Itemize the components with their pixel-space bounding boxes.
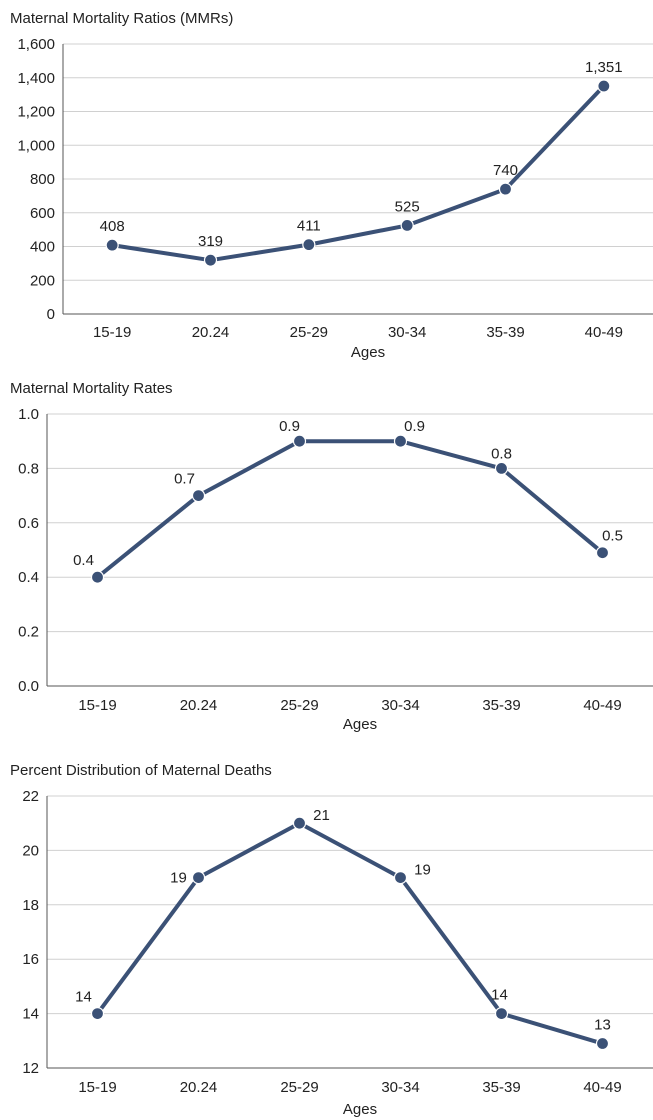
data-point	[292, 816, 307, 830]
y-tick-label: 0.2	[18, 624, 39, 641]
chart-title: Percent Distribution of Maternal Deaths	[10, 762, 272, 779]
y-tick-label: 400	[30, 239, 55, 256]
data-label: 0.7	[174, 471, 195, 488]
x-tick-label: 35-39	[486, 324, 524, 341]
y-tick-label: 0.6	[18, 515, 39, 532]
y-tick-label: 1.0	[18, 406, 39, 423]
data-label: 13	[594, 1017, 611, 1034]
y-tick-label: 14	[22, 1006, 39, 1023]
data-label: 408	[100, 218, 125, 235]
data-label: 0.9	[404, 418, 425, 435]
y-tick-label: 1,400	[17, 70, 55, 87]
y-tick-label: 1,000	[17, 137, 55, 154]
data-label: 21	[313, 807, 330, 824]
y-tick-label: 0.0	[18, 678, 39, 695]
data-label: 19	[414, 862, 431, 879]
data-point	[191, 488, 206, 503]
chart-title: Maternal Mortality Rates	[10, 380, 173, 397]
x-tick-label: 30-34	[381, 697, 419, 714]
x-tick-label: 25-29	[280, 1079, 318, 1096]
x-axis-label: Ages	[343, 716, 377, 733]
y-tick-label: 18	[22, 897, 39, 914]
data-label: 525	[395, 198, 420, 215]
data-point	[597, 79, 611, 93]
y-tick-label: 1,600	[17, 36, 55, 53]
data-label: 740	[493, 162, 518, 179]
x-tick-label: 40-49	[583, 697, 621, 714]
data-point	[90, 570, 105, 584]
data-point	[595, 546, 610, 560]
series-line	[95, 821, 604, 1046]
y-tick-label: 0	[47, 306, 55, 323]
x-tick-label: 15-19	[78, 697, 116, 714]
x-tick-label: 40-49	[585, 324, 623, 341]
x-tick-label: 15-19	[93, 324, 131, 341]
x-tick-label: 30-34	[381, 1079, 419, 1096]
x-tick-label: 15-19	[78, 1079, 116, 1096]
y-tick-label: 200	[30, 272, 55, 289]
data-label: 1,351	[585, 59, 623, 76]
series-line	[96, 439, 604, 579]
x-axis-label: Ages	[351, 344, 385, 361]
y-tick-label: 0.4	[18, 569, 39, 586]
data-point	[105, 238, 119, 252]
y-tick-label: 20	[22, 842, 39, 859]
y-tick-label: 16	[22, 951, 39, 968]
x-tick-label: 30-34	[388, 324, 426, 341]
data-label: 319	[198, 233, 223, 250]
chart-svg: 0 200 400 600 800 1,000 1,200 1,400 1,600 15-19 20…	[17, 36, 653, 361]
x-tick-label: 40-49	[583, 1079, 621, 1096]
data-label: 411	[297, 218, 321, 235]
y-tick-label: 800	[30, 171, 55, 188]
data-point	[494, 461, 509, 476]
data-label: 0.9	[279, 418, 300, 435]
data-point	[393, 434, 408, 448]
chart-svg: 12 14 16 18 20 22 15-19 20.24 25-29 30-34 35-39 40-…	[22, 788, 653, 1118]
y-tick-label: 600	[30, 205, 55, 222]
data-point	[393, 870, 408, 885]
y-tick-label: 22	[22, 788, 39, 805]
chart-title: Maternal Mortality Ratios (MMRs)	[10, 10, 234, 27]
chart-percent-distribution: Percent Distribution of Maternal Deaths …	[0, 762, 653, 1120]
data-point	[400, 218, 414, 233]
data-label: 14	[75, 989, 92, 1006]
series-line	[111, 84, 606, 263]
x-tick-label: 20.24	[180, 697, 218, 714]
y-tick-label: 1,200	[17, 104, 55, 121]
data-point	[302, 238, 316, 252]
y-tick-label: 12	[22, 1060, 39, 1077]
data-point	[494, 1007, 509, 1021]
chart-svg: 0.0 0.2 0.4 0.6 0.8 1.0 15-19 20.24 25-29 30-34 35…	[18, 406, 653, 733]
chart-maternal-mortality-ratios: Maternal Mortality Ratios (MMRs) 0 200 400…	[0, 10, 653, 370]
data-label: 19	[170, 870, 187, 887]
data-point	[191, 870, 206, 885]
data-point	[90, 1007, 105, 1021]
data-point	[203, 253, 218, 267]
data-point	[292, 434, 307, 448]
data-label: 0.4	[73, 552, 94, 569]
data-label: 0.5	[602, 528, 623, 545]
x-tick-label: 20.24	[180, 1079, 218, 1096]
data-point	[498, 182, 513, 196]
data-label: 0.8	[491, 445, 512, 462]
chart-maternal-mortality-rates: Maternal Mortality Rates 0.0 0.2 0.4 0.6 0.8…	[0, 380, 653, 750]
x-tick-label: 35-39	[482, 697, 520, 714]
data-label: 14	[491, 987, 508, 1004]
x-tick-label: 25-29	[290, 324, 328, 341]
x-tick-label: 20.24	[192, 324, 230, 341]
data-point	[595, 1036, 610, 1051]
x-tick-label: 35-39	[482, 1079, 520, 1096]
x-axis-label: Ages	[343, 1101, 377, 1118]
y-tick-label: 0.8	[18, 460, 39, 477]
x-tick-label: 25-29	[280, 697, 318, 714]
